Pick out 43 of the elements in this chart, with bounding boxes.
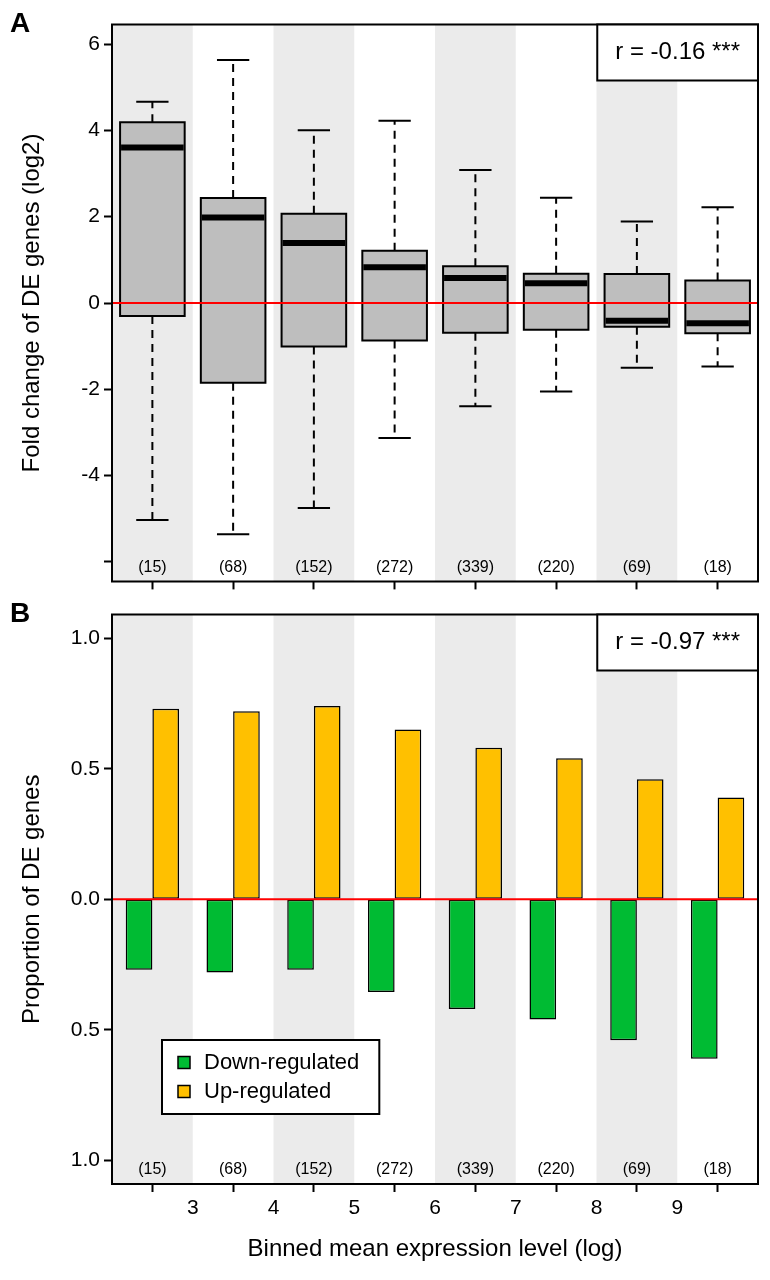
annotation: (69): [622, 557, 652, 575]
chart-title: A: [10, 7, 31, 39]
y-tick-label: 0: [88, 289, 100, 313]
y-axis-title: Proportion of DE genes: [17, 774, 45, 1025]
annotation: (152): [295, 557, 333, 575]
x-axis-title: Binned mean expression level (log): [247, 1234, 623, 1262]
y-axis-title: Fold change of DE genes (log2): [17, 133, 45, 473]
annotation: (272): [375, 557, 414, 575]
legend-label: Down-regulated: [204, 1048, 360, 1074]
x-tick-label: 4: [267, 1195, 280, 1219]
annotation: (152): [295, 1160, 333, 1178]
x-tick-label: 8: [590, 1195, 603, 1219]
y-tick-label: 0.0: [70, 886, 100, 910]
annotation: (15): [138, 557, 167, 575]
y-tick-label: 0.5: [70, 1016, 100, 1040]
x-tick-label: 3: [186, 1195, 199, 1219]
annotation: (68): [218, 1160, 248, 1178]
x-tick-label: 7: [509, 1195, 522, 1219]
y-tick-label: 6: [88, 30, 100, 54]
y-tick-label: -4: [81, 462, 101, 486]
chart-title: B: [10, 597, 31, 629]
annotation: (69): [622, 1160, 652, 1178]
annotation: (220): [537, 1160, 575, 1178]
x-tick-label: 6: [429, 1195, 441, 1219]
annotation: (220): [537, 557, 575, 575]
legend-label: Up-regulated: [204, 1077, 332, 1103]
annotation: r = -0.16 ***: [615, 37, 740, 65]
annotation: (18): [703, 1160, 732, 1178]
y-tick-label: 1.0: [70, 624, 100, 648]
y-tick-label: -2: [81, 376, 100, 400]
annotation: (339): [456, 1160, 495, 1178]
y-tick-label: 4: [88, 117, 101, 141]
annotation: (18): [703, 557, 732, 575]
annotation: r = -0.97 ***: [615, 627, 740, 655]
x-tick-label: 9: [671, 1195, 684, 1219]
annotation: (68): [218, 557, 248, 575]
y-tick-label: 0.5: [70, 755, 100, 779]
y-tick-label: 1.0: [70, 1147, 100, 1171]
y-tick-label: 2: [88, 203, 100, 227]
x-tick-label: 5: [348, 1195, 361, 1219]
annotation: (272): [375, 1160, 414, 1178]
annotation: (339): [456, 557, 495, 575]
annotation: (15): [138, 1160, 167, 1178]
